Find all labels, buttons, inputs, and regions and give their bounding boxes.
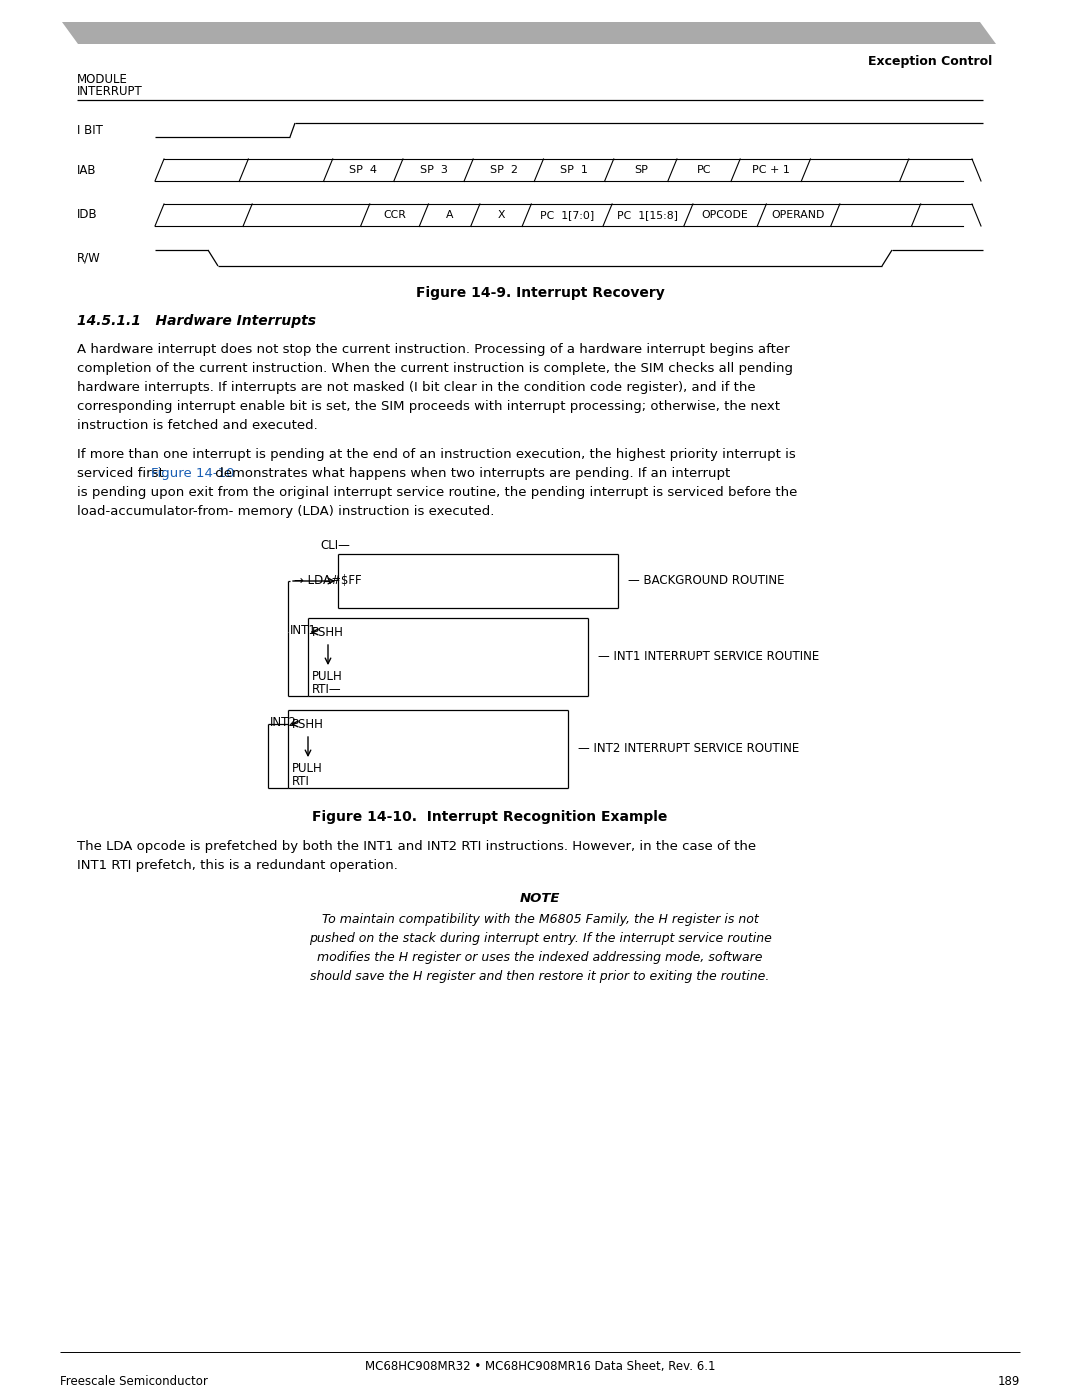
- Text: Figure 14-10: Figure 14-10: [151, 467, 234, 481]
- Text: RTI: RTI: [292, 775, 310, 788]
- Text: INT2: INT2: [270, 715, 297, 728]
- Text: CCR: CCR: [383, 210, 406, 219]
- Text: PC: PC: [697, 165, 712, 175]
- Text: — INT1 INTERRUPT SERVICE ROUTINE: — INT1 INTERRUPT SERVICE ROUTINE: [598, 651, 820, 664]
- Text: IAB: IAB: [77, 163, 96, 176]
- Text: PC  1[7:0]: PC 1[7:0]: [540, 210, 594, 219]
- Text: PC  1[15:8]: PC 1[15:8]: [618, 210, 678, 219]
- Text: PSHH: PSHH: [312, 626, 343, 638]
- Text: A hardware interrupt does not stop the current instruction. Processing of a hard: A hardware interrupt does not stop the c…: [77, 344, 789, 356]
- Text: OPERAND: OPERAND: [772, 210, 825, 219]
- Text: modifies the H register or uses the indexed addressing mode, software: modifies the H register or uses the inde…: [318, 951, 762, 964]
- Text: MC68HC908MR32 • MC68HC908MR16 Data Sheet, Rev. 6.1: MC68HC908MR32 • MC68HC908MR16 Data Sheet…: [365, 1361, 715, 1373]
- Text: instruction is fetched and executed.: instruction is fetched and executed.: [77, 419, 318, 432]
- Text: demonstrates what happens when two interrupts are pending. If an interrupt: demonstrates what happens when two inter…: [211, 467, 730, 481]
- Text: INT1 RTI prefetch, this is a redundant operation.: INT1 RTI prefetch, this is a redundant o…: [77, 859, 397, 872]
- Text: RTI—: RTI—: [312, 683, 341, 696]
- Text: A: A: [446, 210, 454, 219]
- Text: INTERRUPT: INTERRUPT: [77, 85, 143, 98]
- Text: is pending upon exit from the original interrupt service routine, the pending in: is pending upon exit from the original i…: [77, 486, 797, 499]
- Text: SP: SP: [634, 165, 648, 175]
- Text: serviced first.: serviced first.: [77, 467, 172, 481]
- Text: Freescale Semiconductor: Freescale Semiconductor: [60, 1375, 207, 1389]
- Text: SP  2: SP 2: [489, 165, 517, 175]
- Text: NOTE: NOTE: [519, 893, 561, 905]
- Text: IDB: IDB: [77, 208, 97, 222]
- Text: load-accumulator-from- memory (LDA) instruction is executed.: load-accumulator-from- memory (LDA) inst…: [77, 504, 495, 518]
- Text: PULH: PULH: [292, 761, 323, 775]
- Text: 14.5.1.1   Hardware Interrupts: 14.5.1.1 Hardware Interrupts: [77, 314, 316, 328]
- Text: CLI—: CLI—: [320, 539, 350, 552]
- Text: I BIT: I BIT: [77, 123, 103, 137]
- Text: hardware interrupts. If interrupts are not masked (I bit clear in the condition : hardware interrupts. If interrupts are n…: [77, 381, 756, 394]
- Text: 189: 189: [998, 1375, 1020, 1389]
- Text: — INT2 INTERRUPT SERVICE ROUTINE: — INT2 INTERRUPT SERVICE ROUTINE: [578, 742, 799, 756]
- Text: should save the H register and then restore it prior to exiting the routine.: should save the H register and then rest…: [310, 970, 770, 983]
- Text: — BACKGROUND ROUTINE: — BACKGROUND ROUTINE: [627, 574, 784, 588]
- Text: PSHH: PSHH: [292, 718, 324, 731]
- Text: R/W: R/W: [77, 251, 100, 264]
- Text: Exception Control: Exception Control: [868, 54, 993, 68]
- Text: The LDA opcode is prefetched by both the INT1 and INT2 RTI instructions. However: The LDA opcode is prefetched by both the…: [77, 840, 756, 854]
- Text: corresponding interrupt enable bit is set, the SIM proceeds with interrupt proce: corresponding interrupt enable bit is se…: [77, 400, 780, 414]
- Text: PULH: PULH: [312, 671, 342, 683]
- Polygon shape: [62, 22, 996, 43]
- Text: SP  1: SP 1: [561, 165, 588, 175]
- Text: MODULE: MODULE: [77, 73, 127, 87]
- Text: Figure 14-10.  Interrupt Recognition Example: Figure 14-10. Interrupt Recognition Exam…: [312, 810, 667, 824]
- Text: SP  3: SP 3: [419, 165, 447, 175]
- Text: To maintain compatibility with the M6805 Family, the H register is not: To maintain compatibility with the M6805…: [322, 914, 758, 926]
- Text: SP  4: SP 4: [349, 165, 377, 175]
- Text: → LDA#$FF: → LDA#$FF: [294, 574, 362, 588]
- Text: OPCODE: OPCODE: [702, 210, 748, 219]
- Text: pushed on the stack during interrupt entry. If the interrupt service routine: pushed on the stack during interrupt ent…: [309, 932, 771, 944]
- Text: INT1: INT1: [291, 623, 316, 637]
- Text: If more than one interrupt is pending at the end of an instruction execution, th: If more than one interrupt is pending at…: [77, 448, 796, 461]
- Text: X: X: [497, 210, 504, 219]
- Text: PC + 1: PC + 1: [752, 165, 789, 175]
- Text: Figure 14-9. Interrupt Recovery: Figure 14-9. Interrupt Recovery: [416, 286, 664, 300]
- Text: completion of the current instruction. When the current instruction is complete,: completion of the current instruction. W…: [77, 362, 793, 374]
